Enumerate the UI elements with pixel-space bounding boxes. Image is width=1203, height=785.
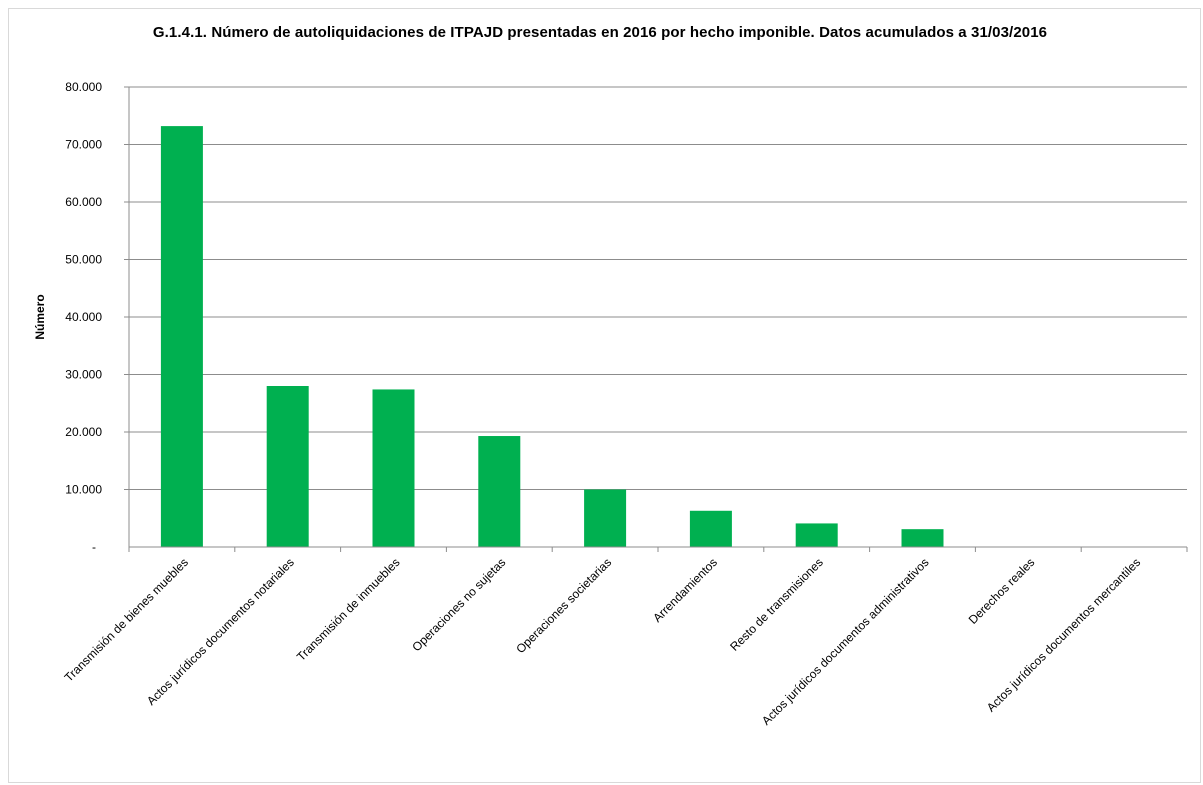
x-category-label: Transmisión de inmuebles (294, 555, 403, 664)
y-tick-label: 80.000 (65, 80, 102, 94)
bar (584, 489, 627, 547)
x-category-label: Derechos reales (966, 555, 1038, 627)
x-category-label: Resto de transmisiones (727, 555, 826, 654)
bar (478, 436, 521, 547)
y-tick-labels: - 10.000 20.000 30.000 40.000 50.000 60.000 70.… (65, 80, 102, 554)
y-tick-label: - (92, 540, 96, 554)
axes (124, 86, 1188, 552)
y-tick-label: 70.000 (65, 138, 102, 152)
x-category-label: Actos jurídicos documentos administrativ… (759, 555, 932, 728)
bars (160, 126, 1156, 548)
chart-frame (8, 8, 1201, 783)
chart-title: G.1.4.1. Número de autoliquidaciones de … (152, 24, 1048, 41)
bar (689, 510, 732, 547)
y-tick-label: 30.000 (65, 368, 102, 382)
x-category-labels: Transmisión de bienes muebles Actos juríd… (62, 555, 1144, 728)
bar (372, 389, 415, 547)
bar (266, 386, 309, 547)
y-tick-label: 60.000 (65, 195, 102, 209)
bar (160, 126, 203, 547)
x-category-label: Transmisión de bienes muebles (62, 555, 191, 684)
bar (795, 523, 838, 547)
bar (901, 529, 944, 547)
x-category-label: Operaciones no sujetas (409, 555, 508, 654)
y-tick-label: 50.000 (65, 253, 102, 267)
y-tick-label: 20.000 (65, 425, 102, 439)
y-tick-label: 40.000 (65, 310, 102, 324)
x-category-label: Arrendamientos (650, 555, 720, 625)
y-axis-label: Número (33, 294, 47, 339)
grid-lines (129, 86, 1187, 490)
x-category-label: Operaciones societarias (513, 555, 614, 656)
y-tick-label: 10.000 (65, 483, 102, 497)
